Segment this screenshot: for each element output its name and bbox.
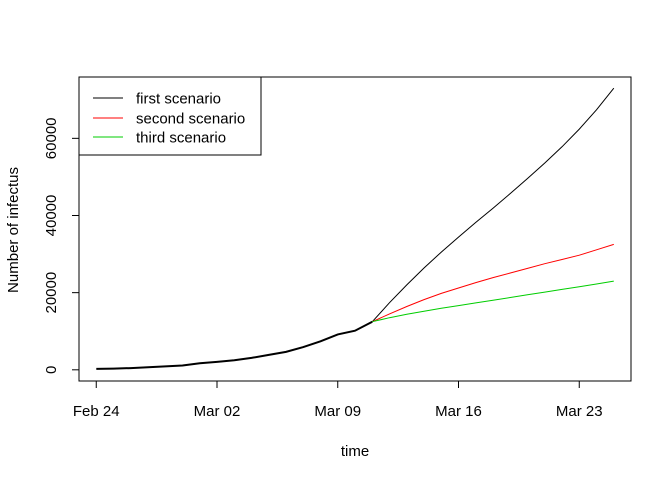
series-line-third-scenario xyxy=(372,280,614,323)
x-axis-label: time xyxy=(341,443,369,460)
legend-box xyxy=(78,76,262,156)
series-lines xyxy=(96,87,615,370)
x-tick-label: Mar 02 xyxy=(194,403,241,420)
legend-label-second-scenario: second scenario xyxy=(136,111,245,128)
x-tick-label: Mar 23 xyxy=(556,403,603,420)
series-line-second-scenario xyxy=(372,243,614,323)
y-tick-label: 0 xyxy=(43,366,60,374)
legend: first scenario second scenario third sce… xyxy=(78,76,262,156)
y-axis: 0 20000 40000 60000 xyxy=(43,117,80,374)
x-tick-label: Feb 24 xyxy=(73,403,120,420)
observed-line xyxy=(96,320,373,370)
legend-label-third-scenario: third scenario xyxy=(136,130,226,147)
x-tick-label: Mar 16 xyxy=(435,403,482,420)
y-tick-label: 60000 xyxy=(43,117,60,159)
x-axis: Feb 24 Mar 02 Mar 09 Mar 16 Mar 23 xyxy=(73,380,603,420)
y-axis-label: Number of infectus xyxy=(5,167,22,293)
series-line-first-scenario xyxy=(371,87,615,323)
y-tick-label: 40000 xyxy=(43,195,60,237)
y-tick-label: 20000 xyxy=(43,272,60,314)
x-tick-label: Mar 09 xyxy=(314,403,361,420)
legend-label-first-scenario: first scenario xyxy=(136,91,221,108)
